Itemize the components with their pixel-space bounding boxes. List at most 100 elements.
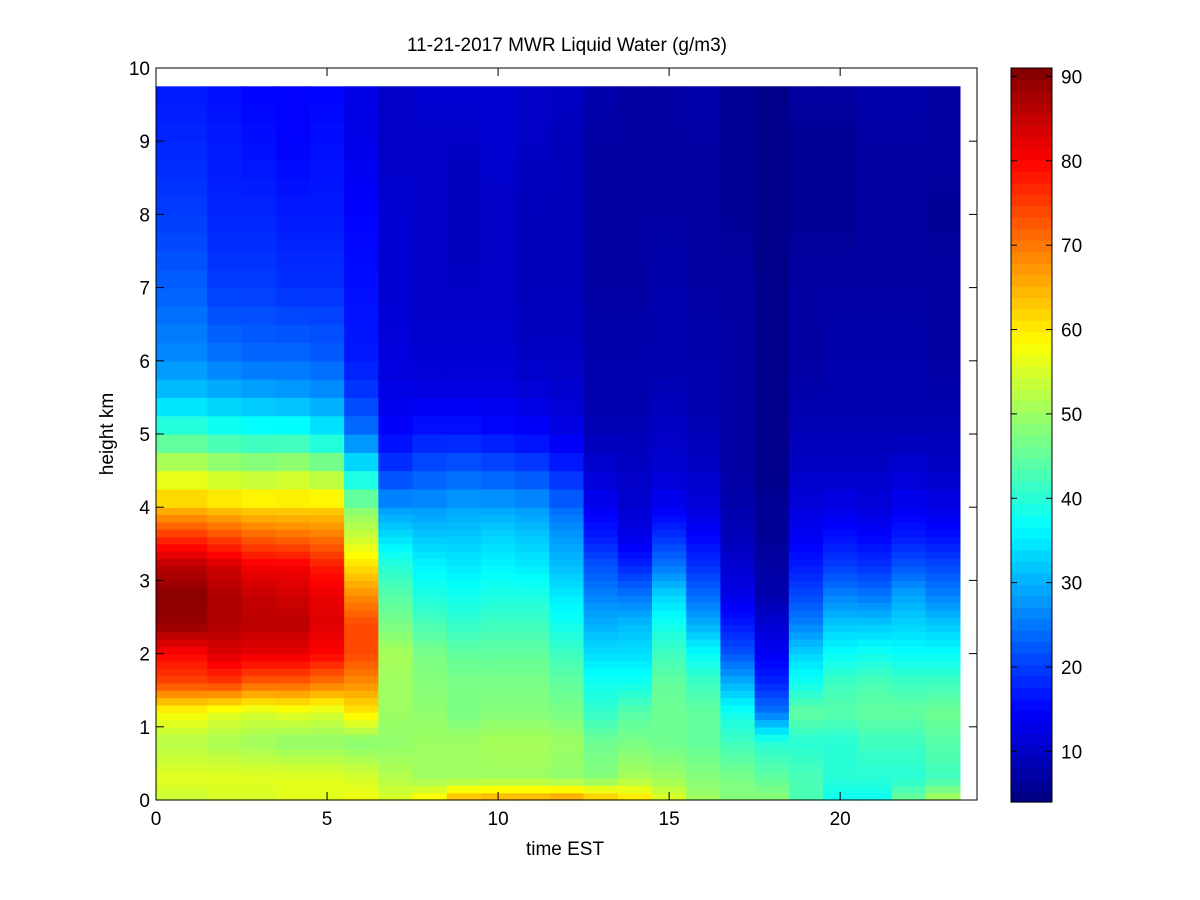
heatmap-cell: [207, 580, 243, 589]
heatmap-cell: [344, 646, 379, 655]
heatmap-cell: [344, 104, 379, 124]
heatmap-cell: [925, 232, 961, 252]
heatmap-cell: [617, 251, 653, 270]
heatmap-cell: [925, 543, 961, 552]
heatmap-cell: [309, 514, 345, 523]
heatmap-cell: [788, 697, 824, 706]
colorbar-segment: [1011, 251, 1052, 264]
heatmap-cell: [412, 86, 448, 106]
heatmap-cell: [378, 763, 414, 772]
heatmap-cell: [686, 342, 722, 362]
heatmap-cell: [583, 251, 619, 270]
heatmap-cell: [241, 251, 277, 270]
heatmap-cell: [720, 617, 756, 625]
heatmap-cell: [412, 741, 448, 750]
colorbar-segment: [1011, 377, 1052, 390]
heatmap-cell: [156, 756, 208, 764]
heatmap-cell: [652, 529, 687, 538]
heatmap-cell: [754, 778, 790, 786]
heatmap-cell: [720, 609, 756, 618]
heatmap-cell: [378, 595, 414, 603]
heatmap-cell: [309, 675, 345, 684]
heatmap-cell: [583, 360, 619, 380]
heatmap-cell: [446, 580, 482, 589]
heatmap-cell: [788, 536, 824, 545]
heatmap-cell: [156, 595, 208, 603]
heatmap-cell: [207, 565, 243, 574]
heatmap-cell: [823, 122, 858, 142]
heatmap-cell: [925, 770, 961, 779]
colorbar-segment: [1011, 629, 1052, 643]
heatmap-cell: [309, 704, 345, 713]
heatmap-cell: [515, 631, 550, 640]
heatmap-cell: [788, 122, 824, 142]
heatmap-cells: [156, 86, 961, 801]
heatmap-cell: [480, 726, 516, 735]
heatmap-cell: [378, 756, 414, 764]
heatmap-cell: [241, 741, 277, 750]
heatmap-cell: [754, 617, 790, 625]
heatmap-cell: [617, 507, 653, 516]
heatmap-cell: [309, 668, 345, 677]
heatmap-cell: [686, 305, 722, 325]
y-tick-label: 7: [139, 279, 150, 300]
heatmap-cell: [412, 712, 448, 721]
heatmap-cell: [617, 141, 653, 161]
heatmap-cell: [925, 104, 961, 124]
heatmap-cell: [156, 269, 208, 289]
heatmap-cell: [344, 196, 379, 215]
heatmap-cell: [378, 638, 414, 647]
heatmap-cell: [754, 470, 790, 490]
heatmap-cell: [857, 269, 893, 289]
heatmap-cell: [823, 397, 858, 417]
heatmap-cell: [344, 141, 379, 161]
colorbar-segment: [1011, 561, 1052, 574]
heatmap-cell: [823, 521, 858, 530]
heatmap-cell: [857, 580, 893, 589]
heatmap-cell: [617, 741, 653, 750]
heatmap-cell: [480, 488, 516, 508]
heatmap-cell: [823, 653, 858, 662]
heatmap-cell: [925, 756, 961, 764]
heatmap-cell: [857, 763, 893, 772]
heatmap-cell: [652, 668, 687, 677]
heatmap-cell: [446, 415, 482, 435]
heatmap-cell: [480, 159, 516, 179]
heatmap-cell: [891, 159, 927, 179]
heatmap-cell: [652, 177, 687, 197]
colorbar-segment: [1011, 549, 1052, 562]
heatmap-cell: [275, 551, 311, 560]
heatmap-cell: [823, 507, 858, 516]
heatmap-cell: [857, 770, 893, 779]
heatmap-cell: [823, 646, 858, 655]
heatmap-cell: [480, 536, 516, 545]
heatmap-cell: [344, 470, 379, 490]
heatmap-cell: [446, 675, 482, 684]
heatmap-cell: [344, 734, 379, 743]
heatmap-cell: [823, 177, 858, 197]
heatmap-cell: [617, 785, 653, 794]
heatmap-cell: [720, 141, 756, 161]
heatmap-cell: [754, 595, 790, 603]
heatmap-cell: [309, 631, 345, 640]
heatmap-cell: [412, 573, 448, 581]
heatmap-cell: [583, 690, 619, 699]
heatmap-cell: [891, 573, 927, 581]
heatmap-cell: [891, 726, 927, 735]
heatmap-cell: [754, 86, 790, 106]
heatmap-cell: [515, 719, 550, 728]
heatmap-cell: [207, 360, 243, 380]
heatmap-cell: [652, 734, 687, 743]
heatmap-cell: [207, 514, 243, 523]
heatmap-cell: [156, 631, 208, 640]
heatmap-cell: [652, 580, 687, 589]
colorbar-segment: [1011, 159, 1052, 172]
heatmap-cell: [275, 690, 311, 699]
heatmap-cell: [891, 609, 927, 618]
heatmap-cell: [823, 232, 858, 252]
heatmap-cell: [207, 770, 243, 779]
heatmap-cell: [720, 452, 756, 472]
heatmap-cell: [617, 587, 653, 596]
heatmap-cell: [446, 712, 482, 721]
heatmap-cell: [754, 638, 790, 647]
